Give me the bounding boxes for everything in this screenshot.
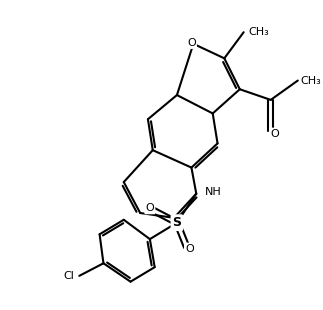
Text: Cl: Cl (64, 271, 74, 281)
Text: O: O (270, 129, 279, 139)
Text: CH₃: CH₃ (248, 27, 269, 37)
Text: O: O (187, 38, 196, 48)
Text: NH: NH (205, 187, 222, 197)
Text: CH₃: CH₃ (301, 76, 321, 86)
Text: O: O (145, 203, 154, 213)
Text: O: O (185, 244, 194, 254)
Text: S: S (172, 216, 182, 229)
